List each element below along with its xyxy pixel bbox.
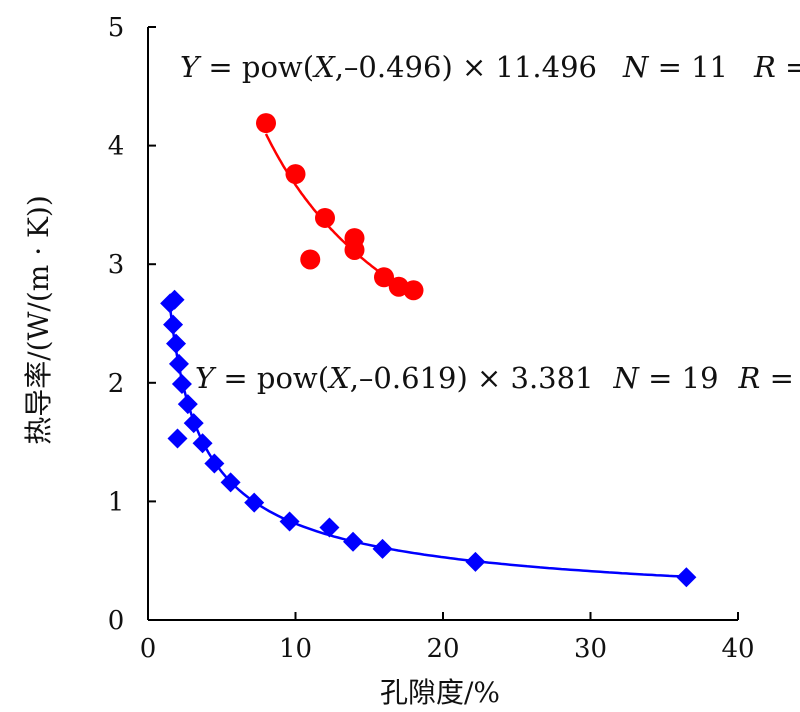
y-axis-label: 热导率/(W/(m · K))	[22, 195, 55, 445]
y-tick-label: 0	[108, 606, 125, 636]
x-tick-label: 40	[721, 634, 754, 664]
data-point-red	[403, 280, 424, 301]
data-point-blue	[183, 413, 204, 434]
x-tick-label: 20	[426, 634, 459, 664]
data-point-blue	[279, 511, 300, 532]
y-tick-label: 1	[108, 487, 125, 517]
data-point-red	[315, 207, 335, 228]
data-point-blue	[676, 567, 697, 588]
data-point-blue	[343, 531, 364, 552]
data-point-blue	[319, 517, 340, 538]
data-point-blue	[166, 333, 187, 354]
data-point-red	[256, 113, 276, 134]
x-axis-label: 孔隙度/%	[380, 676, 500, 709]
axes: 0 10 20 30 40 0 1 2 3 4 5	[108, 13, 755, 664]
data-point-blue	[167, 428, 188, 449]
fit-curve-series-1	[168, 307, 687, 578]
data-point-blue	[372, 538, 393, 559]
data-point-blue	[465, 551, 486, 572]
data-point-blue	[244, 492, 265, 513]
x-tick-label: 10	[279, 634, 312, 664]
x-tick-label: 30	[574, 634, 607, 664]
data-point-blue	[171, 373, 192, 394]
data-point-red	[300, 249, 321, 270]
data-markers	[160, 113, 697, 588]
data-point-blue	[163, 314, 184, 335]
y-tick-label: 3	[108, 250, 125, 280]
y-tick-label: 2	[108, 369, 125, 399]
data-point-blue	[204, 453, 225, 474]
data-point-red	[285, 164, 306, 185]
data-point-blue	[164, 289, 185, 310]
fit-curves	[168, 133, 687, 578]
data-point-red	[344, 239, 365, 260]
y-tick-label: 5	[108, 13, 125, 43]
x-tick-label: 0	[140, 634, 157, 664]
data-point-blue	[192, 433, 213, 454]
data-point-blue	[177, 394, 198, 415]
data-point-blue	[168, 353, 189, 374]
data-point-blue	[220, 472, 241, 493]
data-point-red	[374, 267, 394, 288]
y-tick-label: 4	[108, 132, 125, 162]
